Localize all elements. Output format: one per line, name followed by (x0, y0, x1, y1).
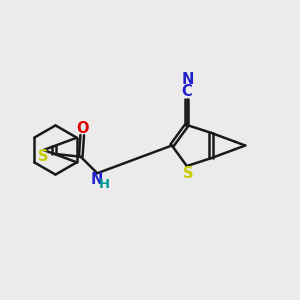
Text: O: O (76, 121, 88, 136)
Text: C: C (181, 84, 192, 99)
Text: S: S (38, 149, 49, 164)
Text: N: N (90, 172, 103, 188)
Text: N: N (181, 72, 194, 87)
Text: H: H (98, 178, 110, 190)
Text: S: S (183, 166, 193, 181)
